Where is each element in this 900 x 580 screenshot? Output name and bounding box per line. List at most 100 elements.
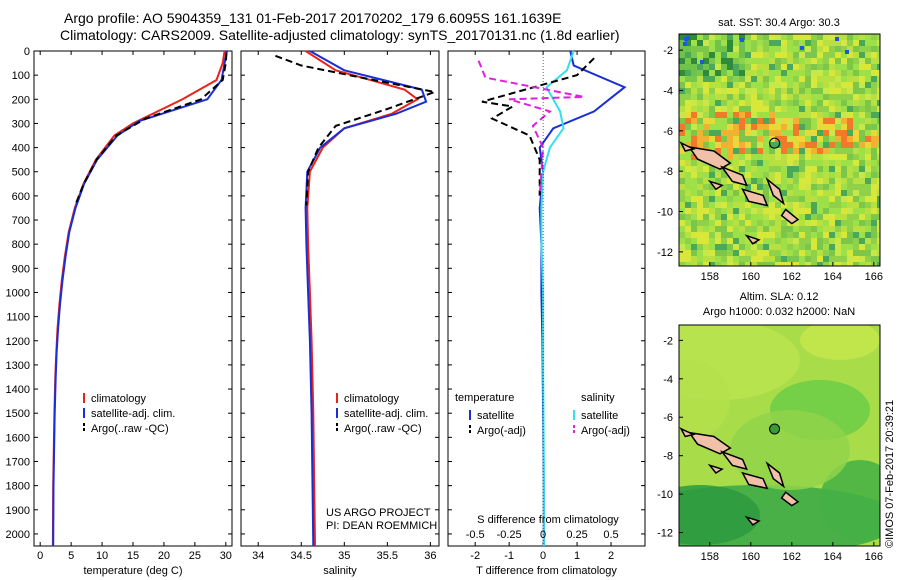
map-cell [739,214,745,220]
map-cell [859,232,865,238]
map-cell [829,244,835,250]
map-cell [847,244,853,250]
map-cell [829,118,835,124]
map-cell [703,70,709,76]
map-cell [799,100,805,106]
map-cell [721,208,727,214]
map-cell [865,148,871,154]
map-cell [859,220,865,226]
map-cell [679,94,685,100]
map-cell [859,106,865,112]
map-cell [805,226,811,232]
map-cell [703,202,709,208]
map-x-tick-label: 164 [824,551,842,563]
map-cell [847,148,853,154]
map-cell [841,154,847,160]
map-cell [763,190,769,196]
map-cell [859,250,865,256]
map-cell [739,82,745,88]
s-tick-label: 0 [540,529,546,541]
map-cell [763,124,769,130]
map-cell [781,112,787,118]
map-cell [769,220,775,226]
map-cell [769,148,775,154]
map-y-tick-label: -6 [663,412,673,424]
map-cell [763,52,769,58]
map-cell [847,70,853,76]
map-cell [679,154,685,160]
map-cell [691,232,697,238]
map-cell [811,112,817,118]
map-cell [823,34,829,40]
map-cell [841,82,847,88]
map-cell [733,208,739,214]
map-cell [775,238,781,244]
map-cell [683,42,687,46]
map-cell [835,76,841,82]
map-cell [733,142,739,148]
map-cell [859,184,865,190]
map-cell [775,124,781,130]
map-cell [727,244,733,250]
map-cell [769,82,775,88]
map-cell [805,88,811,94]
map-cell [769,106,775,112]
map-cell [715,172,721,178]
island-shape [765,461,785,489]
map-cell [847,214,853,220]
map-cell [847,178,853,184]
map-cell [829,136,835,142]
map-cell [805,202,811,208]
island-shape [765,176,785,206]
map-cell [757,100,763,106]
map-cell [829,46,835,52]
series-line-argo-raw-qc- [275,54,439,206]
map-cell [769,52,775,58]
map-cell [859,34,865,40]
map-y-tick-label: -12 [657,247,673,259]
map-cell [793,232,799,238]
map-cell [709,190,715,196]
map-cell [691,208,697,214]
map-cell [823,214,829,220]
map-cell [805,142,811,148]
map-cell [859,118,865,124]
map-cell [781,190,787,196]
map-cell [853,220,859,226]
map-cell [775,76,781,82]
map-cell [823,202,829,208]
map-cell [847,196,853,202]
map-cell [685,196,691,202]
map-cell [733,88,739,94]
map-cell [877,112,880,118]
map-cell [793,52,799,58]
map-cell [787,58,793,64]
map-cell [841,112,847,118]
map-cell [739,250,745,256]
map-cell [763,130,769,136]
map-cell [769,196,775,202]
map-cell [811,154,817,160]
map-cell [727,106,733,112]
map-cell [841,148,847,154]
map-cell [769,160,775,166]
map-cell [847,160,853,166]
map-cell [745,136,751,142]
map-cell [691,262,697,266]
map-cell [847,202,853,208]
map-cell [865,184,871,190]
map-cell [817,52,823,58]
map-cell [835,46,841,52]
map-cell [709,52,715,58]
map-cell [745,142,751,148]
map-cell [853,256,859,262]
map-cell [787,172,793,178]
map-cell [691,220,697,226]
map-cell [679,40,685,46]
map-cell [805,154,811,160]
map-cell [709,70,715,76]
map-cell [697,142,703,148]
map-cell [877,244,880,250]
legend-label: satellite-adj. clim. [344,408,428,420]
map-cell [709,64,715,70]
